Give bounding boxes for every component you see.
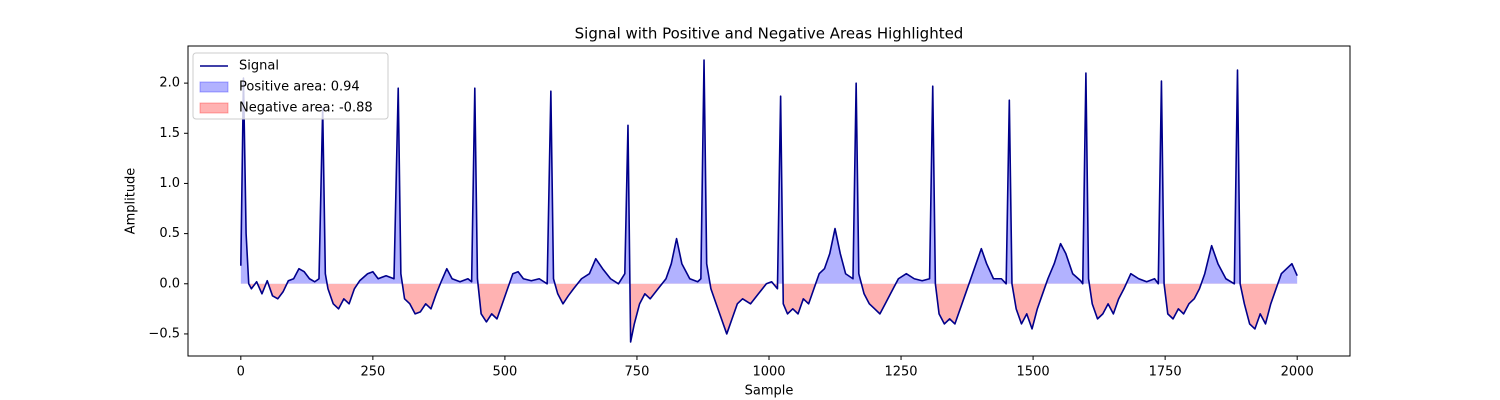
negative-area xyxy=(240,283,1298,342)
x-tick-label: 1000 xyxy=(752,365,785,380)
y-axis-label: Amplitude xyxy=(124,168,139,235)
x-axis-label: Sample xyxy=(745,384,794,399)
legend-patch xyxy=(199,81,229,93)
legend-patch xyxy=(199,102,229,114)
legend-label: Signal xyxy=(239,59,279,74)
y-tick-label: 0.0 xyxy=(159,276,180,291)
x-tick-label: 1250 xyxy=(884,365,917,380)
legend-box xyxy=(192,52,389,120)
x-tick-label: 500 xyxy=(492,365,517,380)
signal-line xyxy=(240,59,1298,343)
x-tick-label: 750 xyxy=(625,365,650,380)
y-tick-label: 0.5 xyxy=(159,226,180,241)
y-tick-label: 1.5 xyxy=(159,126,180,141)
y-tick-label: −0.5 xyxy=(148,326,180,341)
legend-label: Negative area: -0.88 xyxy=(239,101,373,116)
x-tick-label: 2000 xyxy=(1281,365,1314,380)
chart-title: Signal with Positive and Negative Areas … xyxy=(575,25,964,43)
legend-label: Positive area: 0.94 xyxy=(239,80,360,95)
x-tick-label: 250 xyxy=(360,365,385,380)
x-tick-label: 0 xyxy=(237,365,245,380)
x-tick-label: 1500 xyxy=(1017,365,1050,380)
y-tick-label: 2.0 xyxy=(159,76,180,91)
x-tick-label: 1750 xyxy=(1149,365,1182,380)
plot-frame xyxy=(187,45,1351,357)
positive-area xyxy=(240,60,1298,284)
y-tick-label: 1.0 xyxy=(159,176,180,191)
